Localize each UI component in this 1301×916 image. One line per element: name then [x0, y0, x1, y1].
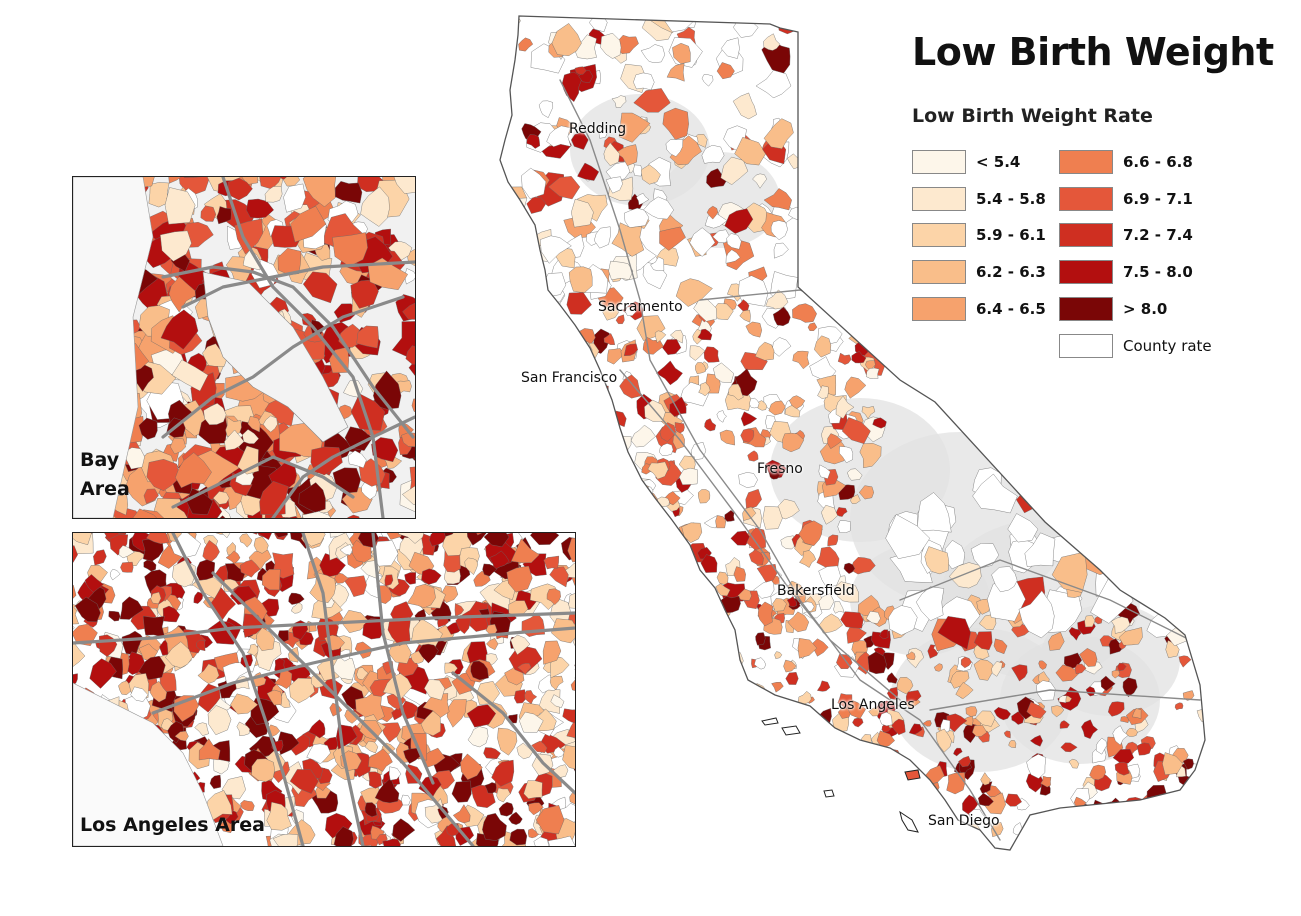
legend-item-6-9-7-1: 6.9 - 7.1 [1059, 186, 1193, 212]
legend-label: 6.2 - 6.3 [976, 263, 1046, 281]
legend-swatch [912, 260, 966, 284]
legend-label: 5.4 - 5.8 [976, 190, 1046, 208]
legend-swatch [1059, 260, 1113, 284]
los-angeles-area-label: Los Angeles Area [80, 814, 265, 836]
legend-label: 6.6 - 6.8 [1123, 153, 1193, 171]
legend-item-gt-8-0: > 8.0 [1059, 296, 1167, 322]
legend-label: County rate [1123, 337, 1212, 355]
legend-item-6-4-6-5: 6.4 - 6.5 [912, 296, 1046, 322]
city-label-san-diego: San Diego [928, 813, 1000, 829]
map-title: Low Birth Weight [912, 30, 1274, 74]
legend-swatch [1059, 187, 1113, 211]
legend-swatch [1059, 297, 1113, 321]
legend-label: < 5.4 [976, 153, 1021, 171]
city-label-los-angeles: Los Angeles [831, 697, 915, 713]
legend-label: 6.9 - 7.1 [1123, 190, 1193, 208]
los-angeles-inset: Los Angeles Area [72, 532, 576, 847]
bay-area-label: Bay Area [80, 449, 130, 500]
legend-item-7-2-7-4: 7.2 - 7.4 [1059, 222, 1193, 248]
legend-swatch [1059, 150, 1113, 174]
legend-item-6-6-6-8: 6.6 - 6.8 [1059, 149, 1193, 175]
city-label-bakersfield: Bakersfield [777, 583, 855, 599]
legend-label: > 8.0 [1123, 300, 1168, 318]
legend-swatch [912, 297, 966, 321]
legend-swatch [912, 150, 966, 174]
legend-swatch [1059, 334, 1113, 358]
legend-item-5-9-6-1: 5.9 - 6.1 [912, 222, 1046, 248]
city-label-san-francisco: San Francisco [521, 370, 618, 386]
legend-swatch [912, 187, 966, 211]
legend-item-6-2-6-3: 6.2 - 6.3 [912, 259, 1046, 285]
channel-islands [761, 717, 921, 833]
legend-label: 7.5 - 8.0 [1123, 263, 1193, 281]
legend-swatch [1059, 223, 1113, 247]
legend-item-5-4-5-8: 5.4 - 5.8 [912, 186, 1046, 212]
city-label-fresno: Fresno [757, 461, 803, 477]
legend-swatch [912, 223, 966, 247]
legend-item-county-rate: County rate [1059, 333, 1212, 359]
legend-title: Low Birth Weight Rate [912, 105, 1153, 127]
legend-label: 7.2 - 7.4 [1123, 226, 1193, 244]
bay-area-inset: Bay Area [72, 176, 416, 519]
legend-label: 5.9 - 6.1 [976, 226, 1046, 244]
city-label-sacramento: Sacramento [598, 299, 683, 315]
legend-label: 6.4 - 6.5 [976, 300, 1046, 318]
city-label-redding: Redding [569, 121, 627, 137]
legend-item-lt-5-4: < 5.4 [912, 149, 1020, 175]
legend-item-7-5-8-0: 7.5 - 8.0 [1059, 259, 1193, 285]
